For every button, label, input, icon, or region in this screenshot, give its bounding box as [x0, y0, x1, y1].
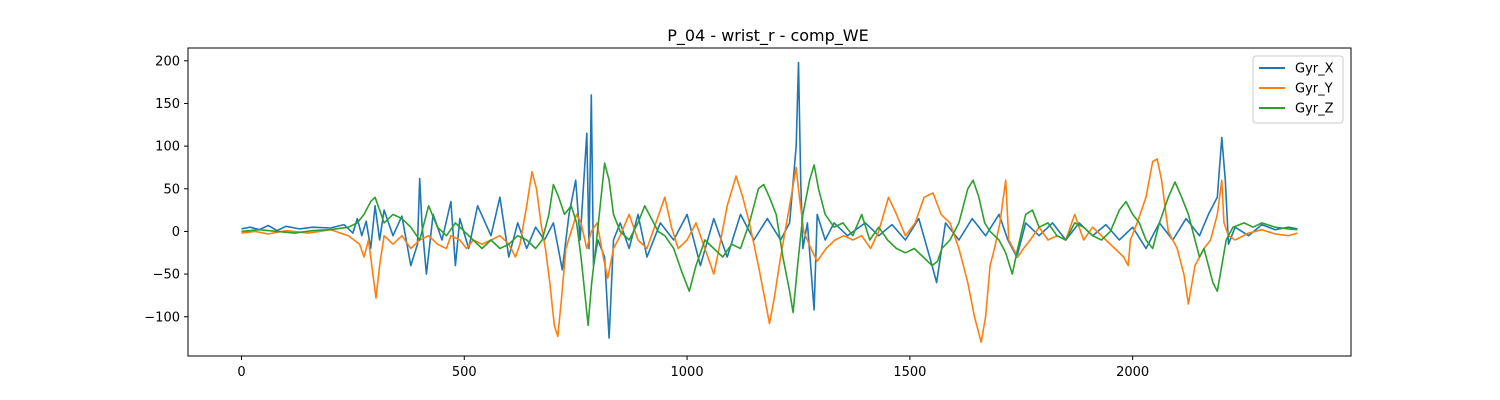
chart-title: P_04 - wrist_r - comp_WE [667, 26, 868, 46]
y-tick-label: 150 [155, 97, 180, 112]
legend-label: Gyr_Y [1295, 82, 1333, 97]
y-axis: −100 −50 0 50 100 150 200 [144, 54, 188, 325]
y-tick-label: −100 [144, 310, 180, 325]
x-tick-label: 1000 [671, 365, 704, 380]
x-axis: 0 500 1000 1500 2000 [237, 356, 1149, 380]
y-tick-label: 0 [172, 225, 180, 240]
y-tick-label: −50 [153, 268, 180, 283]
y-tick-label: 200 [155, 54, 180, 69]
legend-label: Gyr_X [1295, 62, 1334, 77]
series-layer [241, 61, 1298, 344]
legend: Gyr_X Gyr_Y Gyr_Z [1252, 55, 1344, 124]
y-tick-label: 100 [155, 140, 180, 155]
x-tick-label: 500 [452, 365, 477, 380]
x-tick-label: 2000 [1116, 365, 1149, 380]
series-line-gyr-z [241, 162, 1298, 327]
x-tick-label: 1500 [893, 365, 926, 380]
x-tick-label: 0 [237, 365, 245, 380]
plot-frame [187, 47, 1352, 357]
legend-box [1252, 55, 1344, 124]
y-tick-label: 50 [163, 182, 180, 197]
series-line-gyr-y [241, 158, 1298, 344]
legend-label: Gyr_Z [1295, 102, 1334, 117]
